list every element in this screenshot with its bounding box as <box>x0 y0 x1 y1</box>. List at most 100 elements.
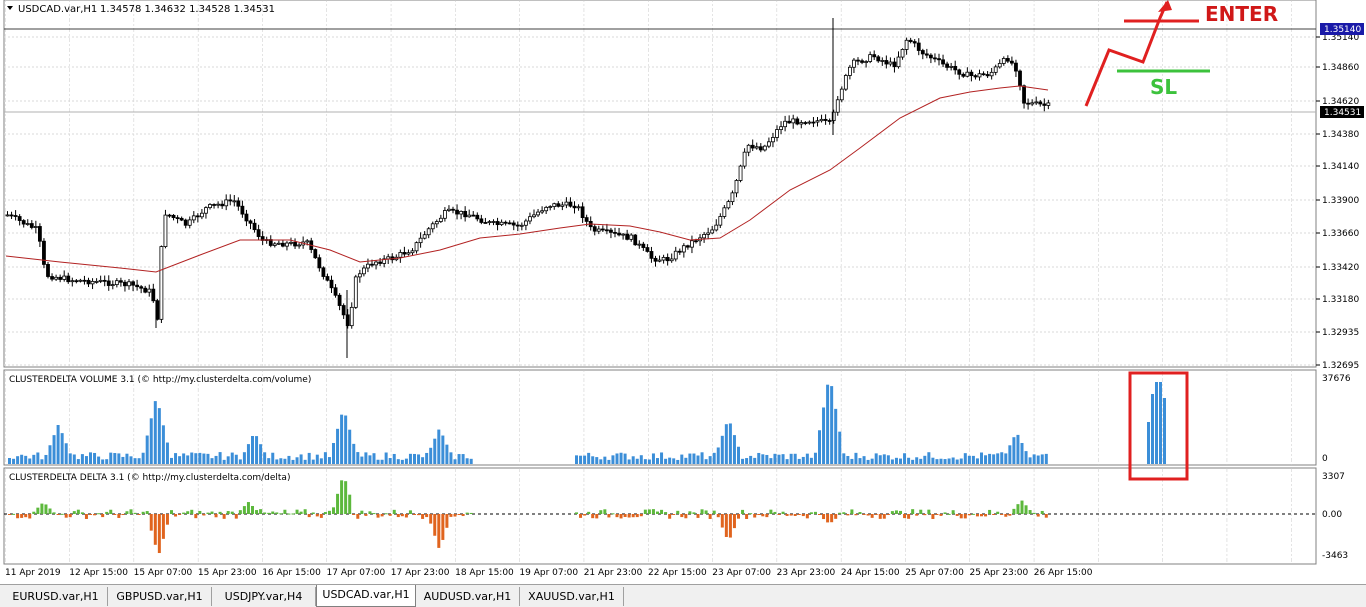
delta-bar <box>246 502 250 514</box>
delta-bar <box>854 514 858 516</box>
candle-body <box>127 281 131 287</box>
candle-body <box>880 60 885 62</box>
volume-bar <box>745 458 749 464</box>
candle-body <box>718 216 723 226</box>
volume-bar <box>28 458 32 464</box>
volume-bar <box>1008 445 1012 464</box>
volume-bar <box>457 454 461 464</box>
volume-bar <box>12 458 16 464</box>
delta-bar <box>858 512 862 514</box>
candle-body <box>499 221 504 226</box>
tab-xauusd[interactable]: XAUUSD.var,H1 <box>520 587 624 606</box>
candle-body <box>653 257 658 262</box>
candle-body <box>507 222 512 225</box>
candle-body <box>714 224 719 231</box>
candle-body <box>467 214 472 218</box>
candle-body <box>730 192 735 203</box>
volume-bar <box>161 425 165 464</box>
delta-bar <box>105 511 109 514</box>
price-axis[interactable]: 1.35140 1.34860 1.34620 1.34380 1.34140 1.339… <box>1316 33 1359 371</box>
delta-bar <box>643 509 647 514</box>
price-axis-label: 1.33420 <box>1322 263 1359 273</box>
volume-bar <box>647 459 651 464</box>
time-axis-label: 26 Apr 15:00 <box>1034 568 1093 578</box>
candle-body <box>702 234 706 239</box>
volume-bar <box>299 454 303 464</box>
delta-bar <box>607 514 611 518</box>
volume-bar <box>202 453 206 464</box>
candle-body <box>617 232 621 236</box>
tab-gbpusd[interactable]: GBPUSD.var,H1 <box>108 587 212 606</box>
candle-body <box>985 74 990 77</box>
delta-bar <box>927 509 931 514</box>
chart-area[interactable]: ENTER SL USDCAD.var,H1 1.34578 1.34632 1… <box>0 0 1366 584</box>
delta-bar <box>611 513 615 515</box>
delta-bar <box>469 512 473 514</box>
delta-bar <box>372 513 376 515</box>
volume-bar <box>692 453 696 464</box>
candle-body <box>1042 103 1047 106</box>
delta-bar <box>692 512 696 514</box>
candle-body <box>483 222 488 224</box>
candle-body <box>353 276 358 308</box>
delta-bar <box>619 514 623 519</box>
current-price-value: 1.34531 <box>1324 108 1361 118</box>
delta-bar <box>1016 504 1020 514</box>
volume-histogram <box>8 384 1048 464</box>
delta-bar <box>943 512 947 514</box>
candle-body <box>839 88 844 101</box>
volume-bar <box>267 458 271 464</box>
delta-bar <box>80 512 84 514</box>
time-axis-label: 25 Apr 23:00 <box>970 568 1029 578</box>
tab-usdjpy[interactable]: USDJPY.var,H4 <box>212 587 316 606</box>
volume-bar <box>955 459 959 464</box>
candle-body <box>135 284 140 288</box>
candle-body <box>665 256 670 262</box>
tab-eurusd[interactable]: EURUSD.var,H1 <box>4 587 108 606</box>
delta-bar <box>813 511 817 514</box>
volume-bar <box>242 452 246 464</box>
volume-bar <box>1040 454 1044 464</box>
tab-usdcad[interactable]: USDCAD.var,H1 <box>316 585 416 607</box>
candle-body <box>775 129 779 138</box>
volume-bar <box>818 430 821 464</box>
candle-body <box>179 217 184 221</box>
candle-body <box>710 229 715 234</box>
delta-bar <box>76 509 80 514</box>
volume-bar <box>141 452 145 464</box>
candle-body <box>888 61 893 65</box>
delta-bar <box>1008 514 1012 516</box>
candle-body <box>139 286 144 289</box>
candle-body <box>66 275 71 283</box>
volume-bar <box>238 459 242 464</box>
delta-bar <box>445 514 449 528</box>
delta-bar <box>145 511 149 514</box>
candle-body <box>110 284 115 287</box>
candle-body <box>908 39 913 42</box>
delta-bar <box>996 511 1000 514</box>
delta-axis-min: -3463 <box>1322 551 1348 561</box>
candle-body <box>463 210 468 218</box>
candle-body <box>580 206 585 219</box>
volume-bar <box>368 455 372 464</box>
triangle-down-icon[interactable] <box>7 6 13 10</box>
candle-body <box>5 214 10 217</box>
volume-bar <box>388 458 392 464</box>
volume-highlight-box[interactable] <box>1128 371 1189 481</box>
delta-bar <box>741 509 745 514</box>
delta-bar <box>234 514 238 519</box>
volume-bar <box>165 442 169 464</box>
trade-path-arrow[interactable] <box>1084 1 1169 107</box>
candle-body <box>321 267 326 277</box>
ohlc-values: 1.34578 1.34632 1.34528 1.34531 <box>100 4 275 15</box>
delta-bar <box>396 514 400 518</box>
delta-bar <box>121 514 125 515</box>
tab-audusd[interactable]: AUDUSD.var,H1 <box>416 587 520 606</box>
volume-bar <box>623 453 627 464</box>
delta-bar <box>206 512 210 514</box>
volume-bar <box>182 453 186 464</box>
delta-bar <box>68 514 72 518</box>
candle-body <box>163 214 168 247</box>
candle-body <box>378 261 383 264</box>
volume-bar <box>275 459 279 464</box>
